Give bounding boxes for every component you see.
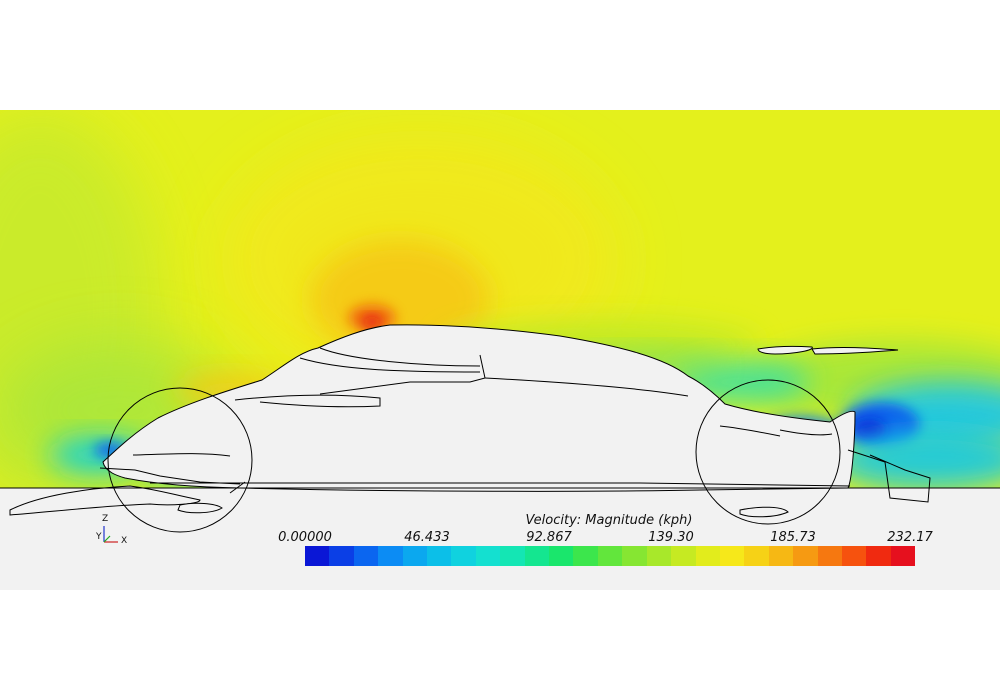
colorbar-swatch	[305, 546, 330, 566]
colorbar-swatch	[890, 546, 916, 566]
colorbar-swatch	[695, 546, 720, 566]
colorbar-swatch	[719, 546, 745, 566]
colorbar-swatch	[793, 546, 818, 566]
car-lines	[99, 347, 851, 487]
x-axis-label: X	[121, 536, 128, 546]
y-axis-label: Y	[96, 532, 102, 542]
floor-plank	[177, 502, 223, 514]
colorbar-swatch	[500, 546, 525, 566]
rear-wing-upper	[811, 346, 899, 355]
legend-tick-1: 46.433	[404, 530, 450, 545]
colorbar-swatch	[646, 546, 672, 566]
rear-wing-lower	[757, 345, 813, 355]
colorbar-swatch	[549, 546, 574, 566]
colorbar-swatch	[768, 546, 794, 566]
rear-floor-plank	[739, 506, 789, 518]
colorbar-swatch	[353, 546, 379, 566]
colorbar-swatch	[817, 546, 842, 566]
legend-tick-3: 139.30	[648, 530, 694, 545]
colorbar-swatch	[597, 546, 623, 566]
legend-tick-2: 92.867	[526, 530, 572, 545]
car-outline	[9, 324, 931, 518]
car-body	[102, 324, 856, 492]
colorbar-swatch	[329, 546, 354, 566]
colorbar-swatch	[378, 546, 403, 566]
cfd-viewport[interactable]: Z Y X Velocity: Magnitude (kph) 0.00000 …	[0, 110, 1000, 590]
colorbar-swatch	[475, 546, 501, 566]
rear-wheel	[695, 379, 841, 525]
diffuser	[847, 449, 931, 503]
front-wing	[9, 485, 201, 516]
colorbar-swatch	[671, 546, 696, 566]
legend-tick-5: 232.17	[887, 530, 933, 545]
colorbar	[305, 546, 916, 566]
legend-title: Velocity: Magnitude (kph)	[525, 513, 693, 528]
colorbar-swatch	[744, 546, 769, 566]
colorbar-swatch	[866, 546, 891, 566]
colorbar-swatch	[841, 546, 867, 566]
velocity-contour-plot	[0, 110, 1000, 533]
axes-triad: Z Y X	[96, 514, 136, 548]
z-axis-label: Z	[102, 514, 109, 524]
legend-tick-0: 0.00000	[278, 530, 332, 545]
colorbar-swatch	[524, 546, 550, 566]
colorbar-swatch	[622, 546, 647, 566]
front-wheel	[107, 387, 253, 533]
colorbar-swatch	[402, 546, 428, 566]
colorbar-swatch	[451, 546, 476, 566]
legend-tick-4: 185.73	[770, 530, 816, 545]
colorbar-swatch	[427, 546, 452, 566]
colorbar-swatch	[573, 546, 598, 566]
